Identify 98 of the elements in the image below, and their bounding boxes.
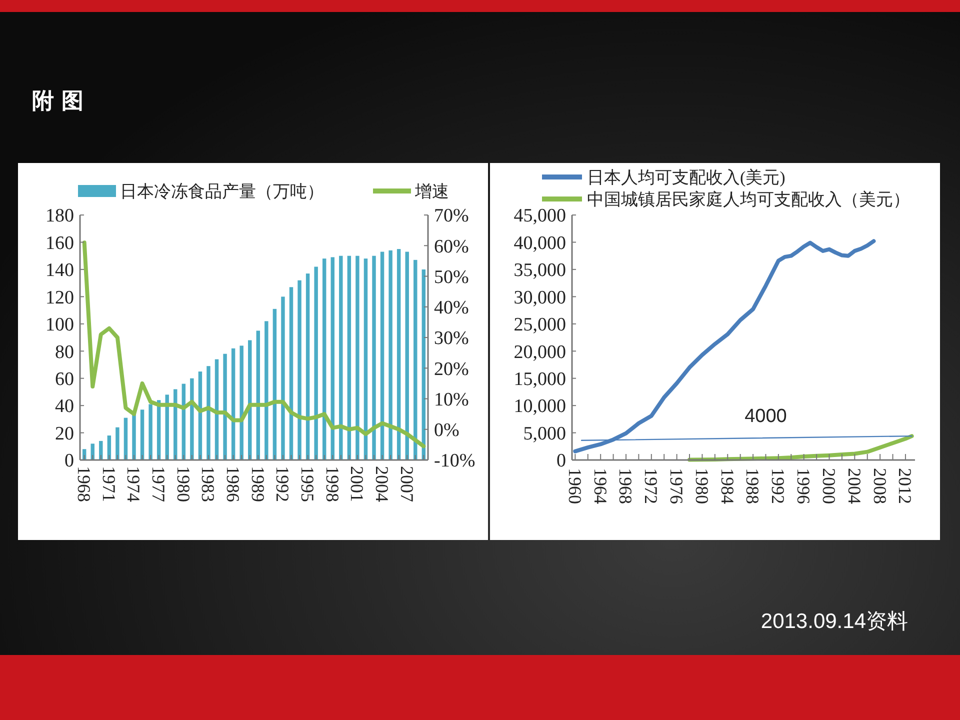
bar: [298, 280, 302, 460]
x-tick-label: 2004: [372, 466, 392, 502]
line-series: [688, 434, 914, 462]
y-tick-label: 20,000: [514, 342, 566, 363]
bar: [206, 366, 210, 460]
bar: [396, 249, 401, 460]
bar: [272, 308, 277, 460]
legend-label: 日本冷冻食品产量（万吨）: [120, 182, 324, 201]
x-tick-label: 1974: [124, 466, 144, 502]
bar: [405, 252, 409, 460]
y2-tick-label: 0%: [434, 420, 460, 442]
bar: [330, 257, 334, 460]
text: 2013.09.14资料: [760, 610, 908, 633]
y2-tick-label: 30%: [434, 328, 469, 350]
bar: [148, 404, 152, 460]
bar: [140, 410, 144, 460]
x-tick-label: 1980: [692, 468, 712, 504]
x-tick-label: 1976: [666, 468, 687, 504]
y-tick-label: 180: [46, 206, 74, 227]
x-tick-label: 1968: [74, 466, 94, 502]
bar: [314, 266, 318, 460]
legend-label: 日本人均可支配收入(美元): [587, 168, 786, 187]
x-tick-label: 2007: [396, 466, 417, 502]
x-tick-label: 1968: [616, 468, 636, 504]
y-tick-label: 35,000: [514, 260, 566, 282]
bar: [347, 256, 352, 460]
x-tick-label: 2008: [870, 468, 890, 504]
bar: [256, 330, 260, 460]
x-tick-label: 1983: [198, 466, 218, 502]
x-tick-label: 2001: [347, 466, 368, 502]
y-tick-label: 60: [55, 368, 74, 390]
bar: [289, 287, 294, 460]
bar: [356, 256, 360, 460]
y-tick-label: 15,000: [514, 368, 566, 390]
y-tick-label: 5,000: [523, 423, 566, 444]
x-tick-label: 1989: [248, 466, 268, 502]
bar: [223, 354, 227, 460]
x-tick-label: 1980: [173, 466, 194, 502]
y-tick-label: 20: [55, 423, 74, 444]
y2-tick-label: 20%: [434, 358, 469, 380]
bar: [281, 296, 285, 460]
bar: [306, 274, 310, 460]
y2-tick-label: 10%: [434, 389, 469, 410]
bar: [132, 414, 136, 460]
y2-tick-label: 50%: [434, 266, 469, 288]
y-tick-label: 40,000: [514, 232, 566, 254]
y-tick-label: 80: [55, 342, 74, 363]
x-tick-label: 1995: [297, 466, 318, 502]
bar: [339, 256, 343, 460]
y-tick-label: 40: [55, 396, 74, 418]
legend-label: 增速: [414, 182, 449, 201]
x-tick-label: 1992: [272, 466, 293, 502]
x-tick-label: 1977: [148, 466, 169, 502]
bar: [364, 258, 368, 460]
x-tick-label: 1984: [717, 468, 738, 504]
bar: [414, 260, 418, 460]
bar: [124, 418, 128, 460]
x-tick-label: 2000: [818, 468, 839, 504]
bar: [99, 440, 103, 460]
y-tick-label: 120: [46, 287, 74, 308]
legend-label: 中国城镇居民家庭人均可支配收入（美元）: [587, 190, 910, 209]
y-tick-label: 100: [46, 314, 74, 336]
x-tick-label: 1986: [223, 466, 244, 502]
y-tick-label: 0: [556, 450, 566, 472]
annotation: 4000: [744, 406, 787, 428]
y2-tick-label: 60%: [434, 236, 469, 258]
x-tick-label: 1964: [590, 468, 610, 504]
bar: [190, 378, 194, 460]
bar: [240, 346, 244, 460]
x-tick-label: 2012: [895, 468, 916, 504]
bar: [372, 256, 376, 460]
x-tick-label: 1972: [641, 468, 662, 504]
x-tick-label: 1996: [794, 468, 814, 504]
bar: [165, 394, 169, 460]
bar: [422, 269, 426, 460]
y-tick-label: 0: [64, 450, 74, 472]
y-tick-label: 45,000: [514, 206, 566, 227]
x-tick-label: 1988: [742, 468, 763, 504]
bar: [264, 321, 268, 460]
x-tick-label: 1992: [768, 468, 788, 504]
x-tick-label: 1971: [98, 466, 119, 502]
x-tick-label: 1960: [564, 468, 585, 504]
y-tick-label: 140: [46, 260, 74, 282]
y-tick-label: 30,000: [514, 287, 566, 308]
line-series: [82, 240, 426, 448]
bar: [380, 252, 384, 460]
chart-title: 附 图: [32, 89, 84, 114]
y2-tick-label: 40%: [434, 298, 469, 319]
y-tick-label: 25,000: [514, 314, 566, 336]
y2-tick-label: -10%: [434, 450, 476, 472]
y2-tick-label: 70%: [434, 206, 469, 227]
x-tick-label: 1998: [322, 466, 342, 502]
bar: [116, 427, 120, 460]
x-tick-label: 2004: [844, 468, 864, 504]
y-tick-label: 10,000: [514, 396, 566, 418]
bar: [322, 258, 326, 460]
bar: [388, 250, 392, 460]
y-tick-label: 160: [46, 232, 74, 254]
